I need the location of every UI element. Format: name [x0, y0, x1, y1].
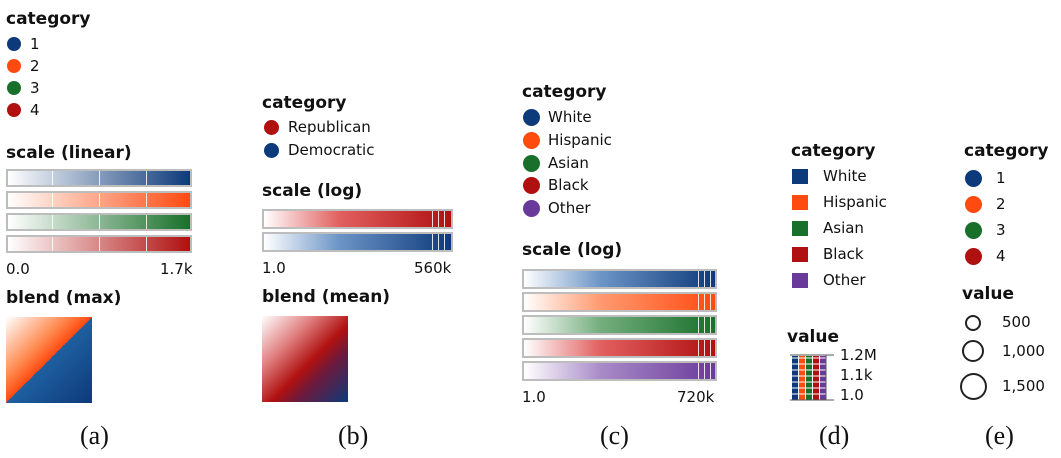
panel-a-scale-title: scale (linear)	[6, 143, 132, 163]
legend-label-2: 2	[996, 195, 1006, 213]
value-tick-mid: 1.1k	[840, 366, 873, 384]
blend-mean-swatch	[262, 316, 348, 402]
legend-label-1: 1	[30, 35, 40, 53]
legend-swatch-black	[523, 177, 540, 194]
legend-label-black: Black	[548, 176, 589, 194]
legend-label-democratic: Democratic	[288, 141, 375, 159]
legend-label-republican: Republican	[288, 118, 371, 136]
panel-d-caption: (d)	[819, 421, 850, 450]
blend-max-swatch	[6, 317, 92, 403]
legend-swatch-other	[792, 273, 808, 288]
legend-label-1: 1	[996, 169, 1006, 187]
legend-swatch-republican	[264, 120, 279, 135]
legend-swatch-1	[965, 170, 982, 187]
legend-swatch-4	[965, 248, 982, 265]
legend-label-hispanic: Hispanic	[823, 193, 887, 211]
panel-a-scale-max: 1.7k	[160, 260, 193, 278]
scale-bar-2	[6, 191, 192, 209]
panel-b-legend-title: category	[262, 93, 347, 113]
panel-c-scale-max: 720k	[677, 388, 715, 406]
panel-b-scale-min: 1.0	[262, 259, 286, 277]
value-tick-min: 1.0	[840, 386, 864, 404]
legend-swatch-3	[7, 81, 21, 95]
scale-bar-republican	[262, 209, 453, 229]
legend-label-asian: Asian	[548, 154, 589, 172]
legend-label-white: White	[548, 108, 592, 126]
scale-bar-asian	[522, 315, 717, 335]
size-legend-circle-500	[965, 315, 981, 331]
panel-e-legend-title: category	[964, 141, 1049, 161]
scale-bar-black	[522, 338, 717, 358]
panel-c-caption: (c)	[600, 421, 629, 450]
legend-swatch-2	[965, 196, 982, 213]
legend-swatch-asian	[792, 221, 808, 236]
size-legend-circle-1500	[960, 373, 987, 400]
value-bars-glyph	[790, 354, 834, 401]
panel-a-blend-title: blend (max)	[6, 288, 122, 308]
scale-bar-1	[6, 169, 192, 187]
legend-swatch-other	[523, 200, 540, 217]
legend-label-asian: Asian	[823, 219, 864, 237]
panel-c-scale-min: 1.0	[522, 388, 546, 406]
size-legend-label-1000: 1,000	[1002, 342, 1045, 360]
size-legend-label-1500: 1,500	[1002, 377, 1045, 395]
legend-label-2: 2	[30, 57, 40, 75]
scale-bar-democratic	[262, 232, 453, 252]
panel-a-legend-title: category	[6, 9, 91, 29]
panel-c-scale-title: scale (log)	[522, 240, 623, 260]
legend-label-hispanic: Hispanic	[548, 131, 612, 149]
legend-swatch-white	[523, 109, 540, 126]
legend-label-4: 4	[996, 247, 1006, 265]
legend-label-3: 3	[30, 79, 40, 97]
value-tick-max: 1.2M	[840, 346, 877, 364]
panel-c-legend-title: category	[522, 82, 607, 102]
panel-b-scale-max: 560k	[414, 259, 452, 277]
panel-d-value-title: value	[787, 327, 840, 347]
panel-e-value-title: value	[962, 284, 1015, 304]
panel-e-caption: (e)	[985, 421, 1014, 450]
legend-label-other: Other	[548, 199, 591, 217]
size-legend-circle-1000	[962, 340, 984, 362]
scale-bar-4	[6, 235, 192, 253]
legend-swatch-black	[792, 247, 808, 262]
legend-swatch-2	[7, 59, 21, 73]
legend-swatch-democratic	[264, 143, 279, 158]
legend-swatch-white	[792, 169, 808, 184]
panel-a-scale-min: 0.0	[6, 260, 30, 278]
legend-label-3: 3	[996, 221, 1006, 239]
legend-swatch-4	[7, 103, 21, 117]
legend-swatch-1	[7, 37, 21, 51]
panel-b-caption: (b)	[338, 421, 369, 450]
legend-swatch-3	[965, 222, 982, 239]
legend-swatch-hispanic	[523, 132, 540, 149]
panel-d-legend-title: category	[791, 141, 876, 161]
panel-b-scale-title: scale (log)	[262, 181, 363, 201]
scale-bar-white	[522, 269, 717, 289]
legend-swatch-asian	[523, 155, 540, 172]
scale-bar-other	[522, 361, 717, 381]
scale-bar-hispanic	[522, 292, 717, 312]
legend-swatch-hispanic	[792, 195, 808, 210]
scale-bar-3	[6, 213, 192, 231]
panel-a-caption: (a)	[80, 421, 109, 450]
legend-label-white: White	[823, 167, 867, 185]
legend-label-4: 4	[30, 101, 40, 119]
size-legend-label-500: 500	[1002, 313, 1031, 331]
panel-b-blend-title: blend (mean)	[262, 287, 391, 307]
legend-label-other: Other	[823, 271, 866, 289]
legend-label-black: Black	[823, 245, 864, 263]
